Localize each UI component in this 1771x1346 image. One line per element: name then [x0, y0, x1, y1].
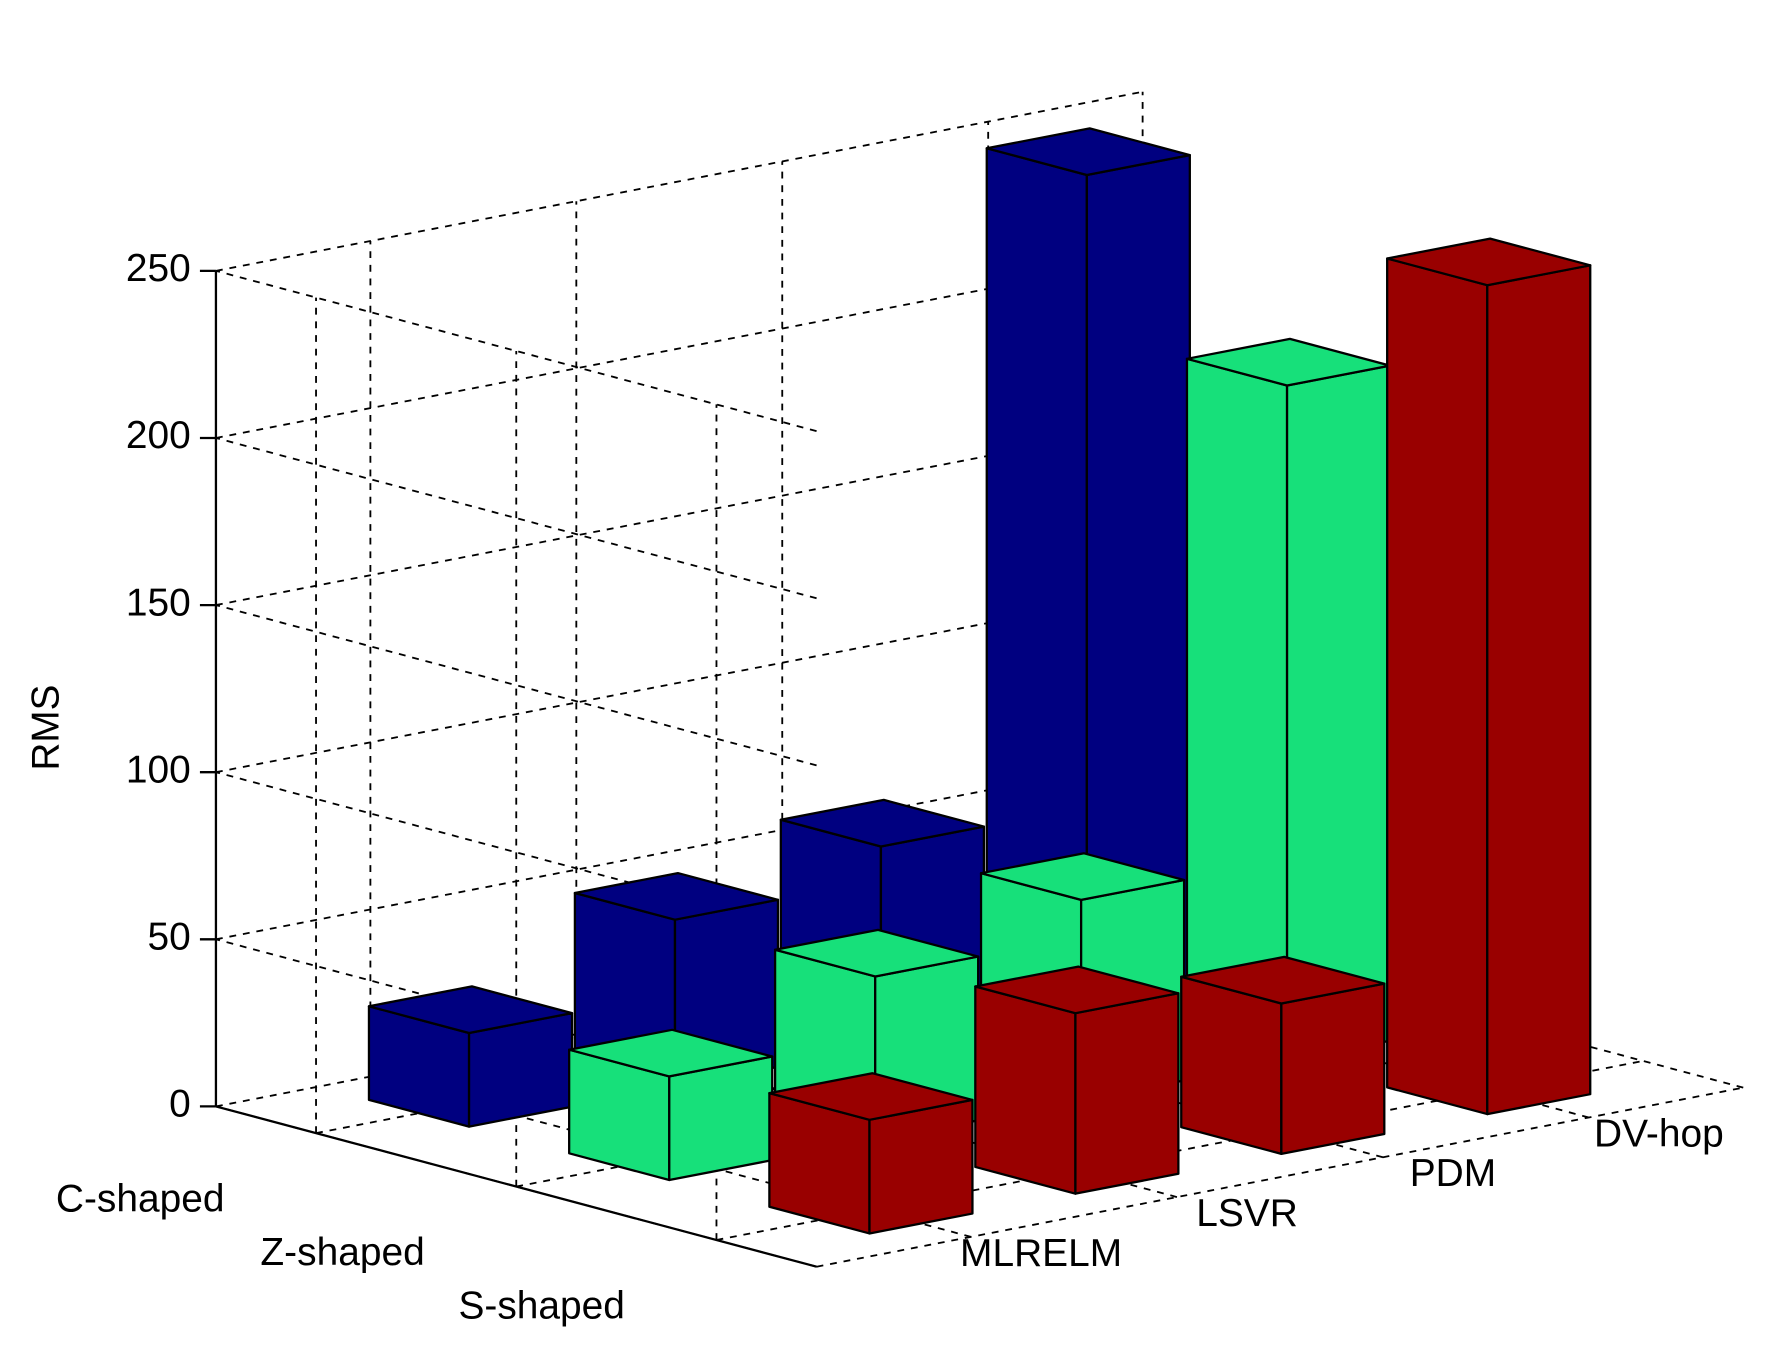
bar-face-right — [1486, 264, 1592, 1116]
grid-line — [215, 604, 817, 767]
bar-face-right — [1280, 982, 1386, 1156]
bar-face-top — [568, 1028, 774, 1078]
x-tick-label: DV-hop — [1594, 1113, 1724, 1156]
bar-face-top — [1185, 337, 1392, 387]
x-tick-label: MLRELM — [960, 1232, 1122, 1275]
grid-line — [816, 1086, 1744, 1268]
bar-face-top — [1180, 955, 1386, 1005]
bar-face-top — [779, 798, 986, 848]
bar-face-left — [1180, 975, 1283, 1156]
bar-face-left — [1386, 257, 1489, 1116]
bar-face-top — [573, 871, 780, 921]
legend-label: S-shaped — [458, 1285, 624, 1328]
y-tick-label: 150 — [126, 581, 191, 624]
y-tick-label: 0 — [169, 1083, 191, 1126]
bar-face-right — [1285, 364, 1392, 1062]
bar-face-top — [974, 965, 1180, 1015]
y-tick-label: 50 — [148, 916, 191, 959]
bar-face-top — [1386, 237, 1592, 287]
x-axis — [215, 1105, 817, 1268]
bar-face-top — [773, 928, 980, 978]
bar-face-left — [1185, 357, 1289, 1062]
bar-face-left — [974, 985, 1077, 1195]
y-tick-label: 100 — [126, 748, 191, 791]
x-tick-label: LSVR — [1196, 1192, 1298, 1235]
bar-face-right — [668, 1055, 774, 1182]
bar-face-top — [985, 127, 1191, 177]
bar-face-top — [367, 985, 574, 1035]
y-tick-label: 250 — [126, 247, 191, 290]
y-axis-label: RMS — [24, 685, 67, 771]
bar-face-right — [1074, 992, 1180, 1195]
legend-label: C-shaped — [56, 1178, 225, 1221]
y-tick-label: 200 — [126, 414, 191, 457]
bar-face-top — [979, 852, 1186, 902]
x-tick-label: PDM — [1410, 1152, 1496, 1195]
legend-label: Z-shaped — [260, 1231, 424, 1274]
bar-face-right — [868, 1098, 974, 1235]
bar-face-top — [768, 1072, 974, 1121]
